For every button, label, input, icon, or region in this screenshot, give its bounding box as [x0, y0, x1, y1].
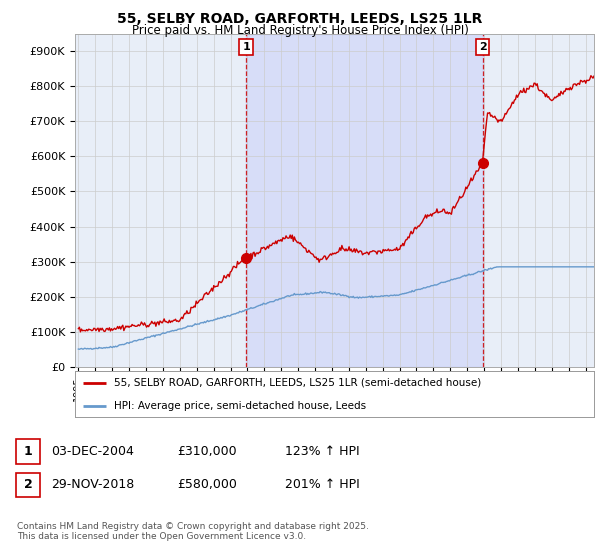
Text: 1: 1 — [24, 445, 32, 458]
Text: 123% ↑ HPI: 123% ↑ HPI — [285, 445, 359, 458]
Text: £310,000: £310,000 — [177, 445, 236, 458]
Text: £580,000: £580,000 — [177, 478, 237, 492]
Text: 1: 1 — [242, 42, 250, 52]
Text: 55, SELBY ROAD, GARFORTH, LEEDS, LS25 1LR (semi-detached house): 55, SELBY ROAD, GARFORTH, LEEDS, LS25 1L… — [114, 378, 481, 388]
Bar — [246, 34, 482, 367]
Text: 201% ↑ HPI: 201% ↑ HPI — [285, 478, 360, 492]
Text: Price paid vs. HM Land Registry's House Price Index (HPI): Price paid vs. HM Land Registry's House … — [131, 24, 469, 37]
Text: 29-NOV-2018: 29-NOV-2018 — [51, 478, 134, 492]
Text: 03-DEC-2004: 03-DEC-2004 — [51, 445, 134, 458]
Text: 2: 2 — [24, 478, 32, 492]
Text: Contains HM Land Registry data © Crown copyright and database right 2025.
This d: Contains HM Land Registry data © Crown c… — [17, 522, 368, 542]
Text: HPI: Average price, semi-detached house, Leeds: HPI: Average price, semi-detached house,… — [114, 401, 366, 410]
Text: 55, SELBY ROAD, GARFORTH, LEEDS, LS25 1LR: 55, SELBY ROAD, GARFORTH, LEEDS, LS25 1L… — [118, 12, 482, 26]
Text: 2: 2 — [479, 42, 487, 52]
